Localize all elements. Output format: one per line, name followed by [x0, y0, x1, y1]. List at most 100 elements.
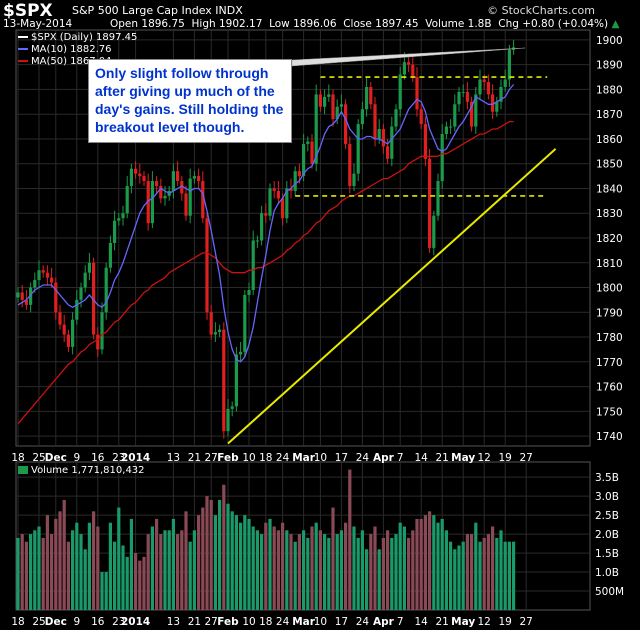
ohlc-readout: Open 1896.75 High 1902.17 Low 1896.06 Cl…	[110, 18, 620, 30]
volume-bar	[423, 515, 427, 610]
volume-bar	[150, 526, 154, 610]
legend-volume: Volume 1,771,810,432	[18, 465, 145, 476]
candle-body	[419, 109, 423, 125]
candle-body	[58, 312, 62, 325]
volume-x-tick-label: 18	[11, 616, 24, 628]
volume-bar	[499, 530, 503, 610]
volume-x-tick-label: 27	[205, 616, 218, 628]
candle-body	[87, 262, 91, 273]
price-x-tick-label: 2014	[121, 452, 150, 464]
price-tick-label: 1870	[596, 109, 623, 121]
volume-bar	[222, 484, 226, 610]
volume-bar	[453, 549, 457, 610]
price-x-tick-label: 14	[415, 452, 429, 464]
volume-bar	[323, 534, 327, 610]
volume-bar	[348, 469, 352, 610]
candle-body	[24, 299, 28, 305]
volume-bar	[108, 522, 112, 610]
candle-body	[289, 188, 293, 191]
price-tick-label: 1890	[596, 60, 623, 72]
legend-ma10-label: MA(10) 1882.76	[31, 44, 112, 55]
volume-bar	[428, 511, 432, 610]
volume-bar	[209, 499, 213, 610]
candle-body	[129, 168, 133, 186]
volume-x-tick-label: 24	[356, 616, 370, 628]
volume-bar	[45, 515, 49, 610]
volume-swatch-icon	[18, 466, 28, 474]
candle-body	[495, 101, 499, 112]
candle-body	[474, 94, 478, 127]
volume-bar	[41, 537, 45, 610]
candle-body	[159, 186, 163, 199]
candle-body	[176, 171, 180, 182]
candle-body	[310, 141, 314, 164]
volume-bar	[50, 534, 54, 610]
candle-body	[264, 213, 268, 216]
volume-bar	[356, 537, 360, 610]
annotation-pointer	[291, 47, 526, 67]
candle-body	[230, 406, 234, 409]
volume-bar	[16, 537, 20, 610]
legend-ma50: MA(50) 1867.04	[18, 56, 112, 67]
volume-bar	[138, 560, 142, 610]
volume-bar	[20, 534, 24, 610]
candle-body	[213, 332, 217, 335]
price-tick-label: 1790	[596, 307, 623, 319]
volume-bar	[37, 526, 41, 610]
candle-body	[440, 134, 444, 182]
candle-body	[50, 277, 54, 283]
high-value: High 1902.17	[191, 18, 263, 30]
volume-bar	[180, 530, 184, 610]
candle-body	[247, 290, 251, 295]
volume-bar	[398, 522, 402, 610]
candle-body	[54, 282, 58, 313]
volume-bar	[503, 541, 507, 610]
candle-body	[499, 86, 503, 102]
price-x-tick-label: 21	[436, 452, 449, 464]
volume-bar	[33, 530, 37, 610]
price-x-tick-label: 27	[520, 452, 533, 464]
candle-body	[163, 195, 167, 199]
candle-body	[394, 109, 398, 127]
volume-bar	[310, 526, 314, 610]
candle-body	[339, 104, 343, 107]
volume-bar	[377, 549, 381, 610]
volume-bar	[373, 526, 377, 610]
candle-body	[306, 141, 310, 144]
volume-bar	[507, 541, 511, 610]
volume-bar	[66, 541, 70, 610]
volume-bar	[365, 549, 369, 610]
candle-body	[113, 220, 117, 243]
volume-bar	[218, 499, 222, 610]
volume-bar	[243, 515, 247, 610]
volume-bar	[142, 556, 146, 610]
volume-bar	[512, 541, 516, 610]
volume-bar	[247, 518, 251, 610]
volume-bar	[285, 530, 289, 610]
volume-bar	[436, 522, 440, 610]
volume-bar	[419, 518, 423, 610]
volume-bar	[444, 530, 448, 610]
change-value: Chg +0.80 (+0.04%)	[498, 18, 609, 30]
candle-body	[201, 181, 205, 219]
candle-body	[71, 319, 75, 347]
volume-bar	[159, 534, 163, 610]
price-x-tick-label: 25	[32, 452, 45, 464]
volume-bar	[297, 534, 301, 610]
candle-body	[302, 143, 306, 177]
volume-bar	[486, 534, 490, 610]
price-tick-label: 1760	[596, 382, 623, 394]
volume-bar	[478, 541, 482, 610]
volume-bar	[302, 530, 306, 610]
volume-tick-label: 2.0B	[595, 529, 619, 541]
candle-body	[239, 351, 243, 355]
volume-bar	[260, 534, 264, 610]
candle-body	[255, 240, 259, 242]
volume-bar	[432, 515, 436, 610]
volume-bar	[268, 518, 272, 610]
volume-bar	[201, 507, 205, 610]
volume-bar	[113, 541, 117, 610]
price-x-tick-label: Feb	[217, 452, 239, 464]
candle-body	[381, 129, 385, 147]
